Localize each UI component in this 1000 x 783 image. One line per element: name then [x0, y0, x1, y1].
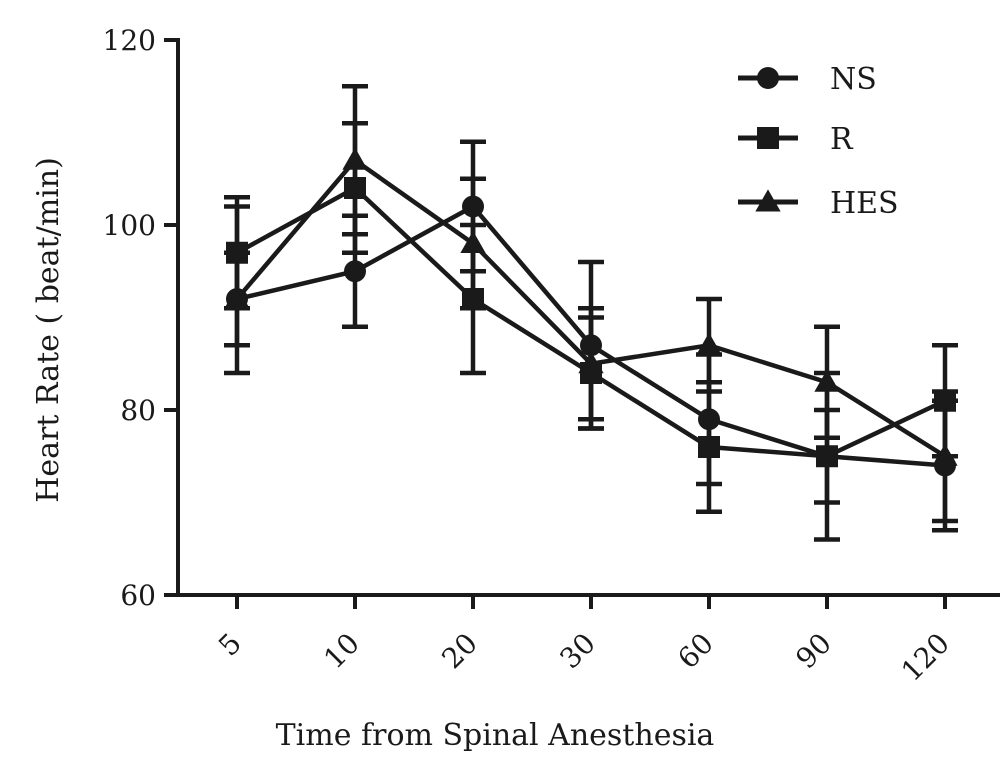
legend-label-r: R	[830, 122, 854, 157]
x-axis-ticks: 5 10 20 30 60 90 120	[212, 595, 956, 688]
y-tick-label-80: 80	[120, 394, 156, 427]
x-axis-title: Time from Spinal Anesthesia	[276, 718, 715, 753]
x-tick-label-60: 60	[671, 627, 720, 676]
legend-marker-hes	[755, 189, 781, 212]
point-r-60	[698, 436, 720, 458]
legend: NS R HES	[738, 62, 899, 221]
y-tick-label-100: 100	[103, 209, 156, 242]
legend-label-hes: HES	[830, 186, 899, 221]
legend-marker-ns	[757, 67, 779, 89]
point-hes-120	[932, 443, 958, 466]
x-tick-label-120: 120	[895, 627, 956, 688]
series-hes	[224, 84, 958, 524]
point-hes-90	[814, 369, 840, 392]
point-r-90	[816, 445, 838, 468]
point-hes-60	[696, 332, 722, 355]
point-hes-10	[342, 147, 368, 170]
y-axis-ticks: 60 80 100 120	[103, 24, 178, 612]
y-axis-title: Heart Rate ( beat/min)	[31, 157, 66, 503]
y-tick-label-120: 120	[103, 24, 156, 57]
legend-item-hes: HES	[738, 186, 899, 221]
point-hes-30	[578, 351, 604, 374]
legend-marker-r	[757, 127, 779, 149]
y-tick-label-60: 60	[120, 579, 156, 612]
x-tick-label-30: 30	[553, 627, 602, 676]
legend-item-r: R	[738, 122, 854, 157]
x-tick-label-10: 10	[317, 627, 366, 676]
point-ns-10	[344, 260, 366, 283]
x-tick-label-90: 90	[789, 627, 838, 676]
legend-item-ns: NS	[738, 62, 877, 97]
point-hes-20	[460, 230, 486, 253]
x-tick-label-20: 20	[435, 627, 484, 676]
legend-label-ns: NS	[830, 62, 877, 97]
point-hes-5	[224, 286, 250, 309]
x-tick-label-5: 5	[212, 627, 248, 663]
series-layer	[224, 84, 958, 542]
